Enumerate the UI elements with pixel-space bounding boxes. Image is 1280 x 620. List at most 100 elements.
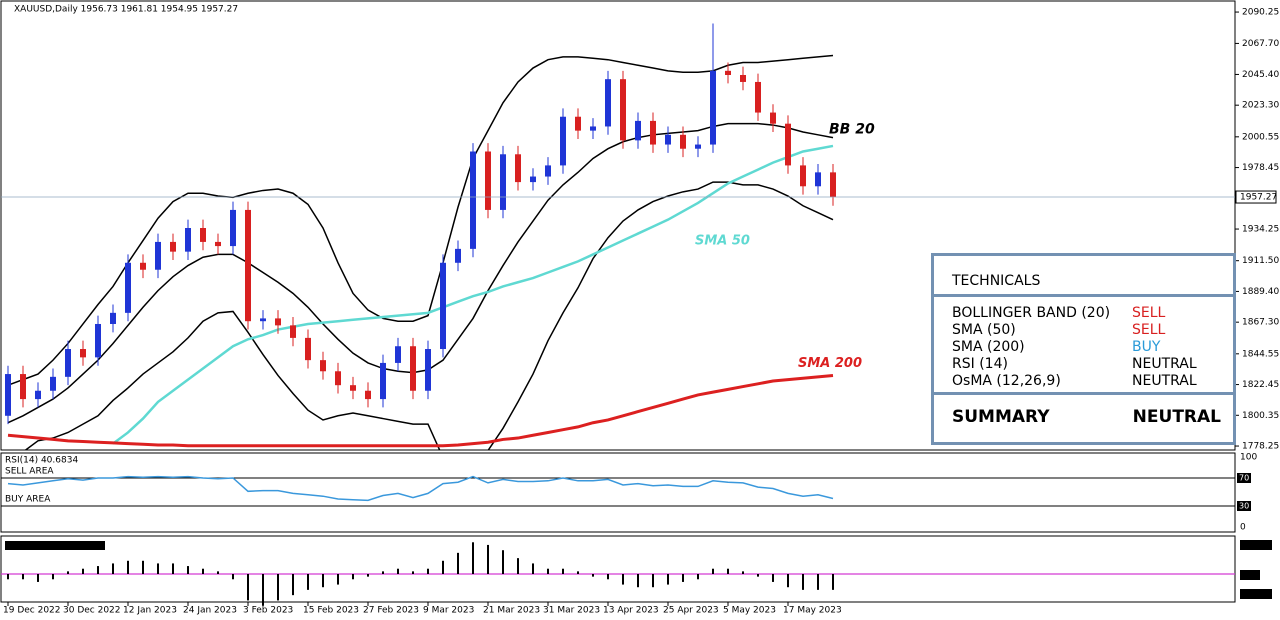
osma-bar — [772, 574, 774, 582]
osma-bar — [367, 574, 369, 577]
candle-body — [260, 318, 266, 322]
y-tick-label: 2067.70 — [1242, 39, 1279, 49]
candle-body — [350, 385, 356, 391]
osma-bar — [502, 550, 504, 574]
candle-body — [50, 376, 56, 391]
candle-body — [335, 371, 341, 386]
y-tick-label: 1844.55 — [1242, 349, 1279, 359]
candle-body — [365, 390, 371, 400]
osma-bar — [622, 574, 624, 585]
summary-signal: NEUTRAL — [1132, 407, 1221, 427]
candle-body — [575, 116, 581, 131]
osma-bar — [592, 574, 594, 577]
osma-bar — [22, 574, 24, 580]
main-frame — [0, 0, 1236, 451]
osma-bar — [697, 574, 699, 580]
summary: SUMMARY NEUTRAL — [934, 395, 1233, 439]
osma-bar — [82, 568, 84, 574]
y-tick-label: 2023.30 — [1242, 101, 1279, 111]
osma-bar — [427, 568, 429, 574]
last-price-box — [1235, 190, 1277, 204]
rsi-level-label: SELL AREA — [5, 467, 54, 477]
sma-annotation: SMA 200 — [798, 356, 862, 371]
osma-bar — [607, 574, 609, 580]
technical-name: BOLLINGER BAND (20) — [952, 305, 1111, 321]
osma-bar — [682, 574, 684, 582]
candle-body — [590, 126, 596, 131]
osma-bar — [742, 571, 744, 574]
osma-bar — [802, 574, 804, 590]
technical-name: RSI (14) — [952, 356, 1008, 372]
technical-signal: NEUTRAL — [1132, 356, 1197, 372]
osma-bar — [142, 560, 144, 574]
candle-body — [245, 209, 251, 322]
candle-body — [230, 209, 236, 247]
technical-name: SMA (200) — [952, 339, 1025, 355]
candle-body — [320, 360, 326, 372]
x-tick-label: 15 Feb 2023 — [303, 606, 359, 616]
y-tick-label: 1889.40 — [1242, 287, 1279, 297]
technical-row: SMA (50) SELL — [952, 322, 1215, 339]
candle-body — [410, 346, 416, 391]
osma-bar — [232, 574, 234, 580]
y-tick-label: 2090.25 — [1242, 8, 1279, 18]
x-tick-label: 13 Apr 2023 — [603, 606, 659, 616]
candle-body — [290, 325, 296, 338]
candle-body — [275, 318, 281, 326]
x-tick-label: 24 Jan 2023 — [183, 606, 237, 616]
candle-body — [695, 144, 701, 149]
osma-bar — [547, 568, 549, 574]
technical-signal: SELL — [1132, 322, 1166, 338]
y-tick-label: 1934.25 — [1242, 225, 1279, 235]
osma-bar — [757, 574, 759, 577]
candle-body — [170, 241, 176, 252]
osma-bar — [52, 574, 54, 580]
technical-name: SMA (50) — [952, 322, 1016, 338]
osma-bar — [37, 574, 39, 582]
osma-bar — [562, 568, 564, 574]
candle-body — [65, 349, 71, 377]
x-tick-label: 31 Mar 2023 — [543, 606, 600, 616]
osma-bar — [187, 566, 189, 574]
osma-axis-box — [1240, 540, 1272, 550]
osma-bar — [667, 574, 669, 585]
osma-bar — [352, 574, 354, 580]
last-price-label: 1957.27 — [1240, 193, 1277, 203]
x-tick-label: 9 Mar 2023 — [423, 606, 474, 616]
osma-bar — [97, 566, 99, 574]
osma-bar — [202, 568, 204, 574]
y-tick-label: 1778.25 — [1242, 442, 1279, 452]
x-tick-label: 21 Mar 2023 — [483, 606, 540, 616]
candle-body — [515, 154, 521, 183]
osma-bar — [172, 563, 174, 574]
osma-bar — [382, 571, 384, 574]
osma-bar — [127, 560, 129, 574]
y-tick-label: 1911.50 — [1242, 256, 1279, 266]
technicals-panel: TECHNICALS BOLLINGER BAND (20) SELL SMA (5… — [931, 253, 1236, 445]
candle-body — [395, 346, 401, 363]
y-tick-label: 1867.30 — [1242, 318, 1279, 328]
rsi-level-tag-text: 30 — [1239, 502, 1249, 511]
technical-name: OsMA (12,26,9) — [952, 373, 1061, 389]
x-tick-label: 5 May 2023 — [723, 606, 776, 616]
osma-bar — [157, 563, 159, 574]
osma-axis-box — [1240, 570, 1260, 580]
technical-row: OsMA (12,26,9) NEUTRAL — [952, 373, 1215, 390]
candle-body — [125, 262, 131, 313]
osma-bar — [637, 574, 639, 588]
osma-bar — [727, 568, 729, 574]
candle-body — [815, 172, 821, 187]
candle-body — [470, 151, 476, 249]
candle-body — [140, 262, 146, 270]
osma-bar — [577, 571, 579, 574]
candle-body — [740, 74, 746, 82]
rsi-frame — [0, 452, 1236, 533]
sma-annotation: SMA 50 — [695, 233, 750, 248]
osma-bar — [112, 563, 114, 574]
x-tick-label: 17 May 2023 — [783, 606, 842, 616]
rsi-tick-label: 100 — [1240, 453, 1257, 463]
candle-body — [530, 176, 536, 183]
candle-body — [20, 374, 26, 400]
osma-bar — [262, 574, 264, 606]
